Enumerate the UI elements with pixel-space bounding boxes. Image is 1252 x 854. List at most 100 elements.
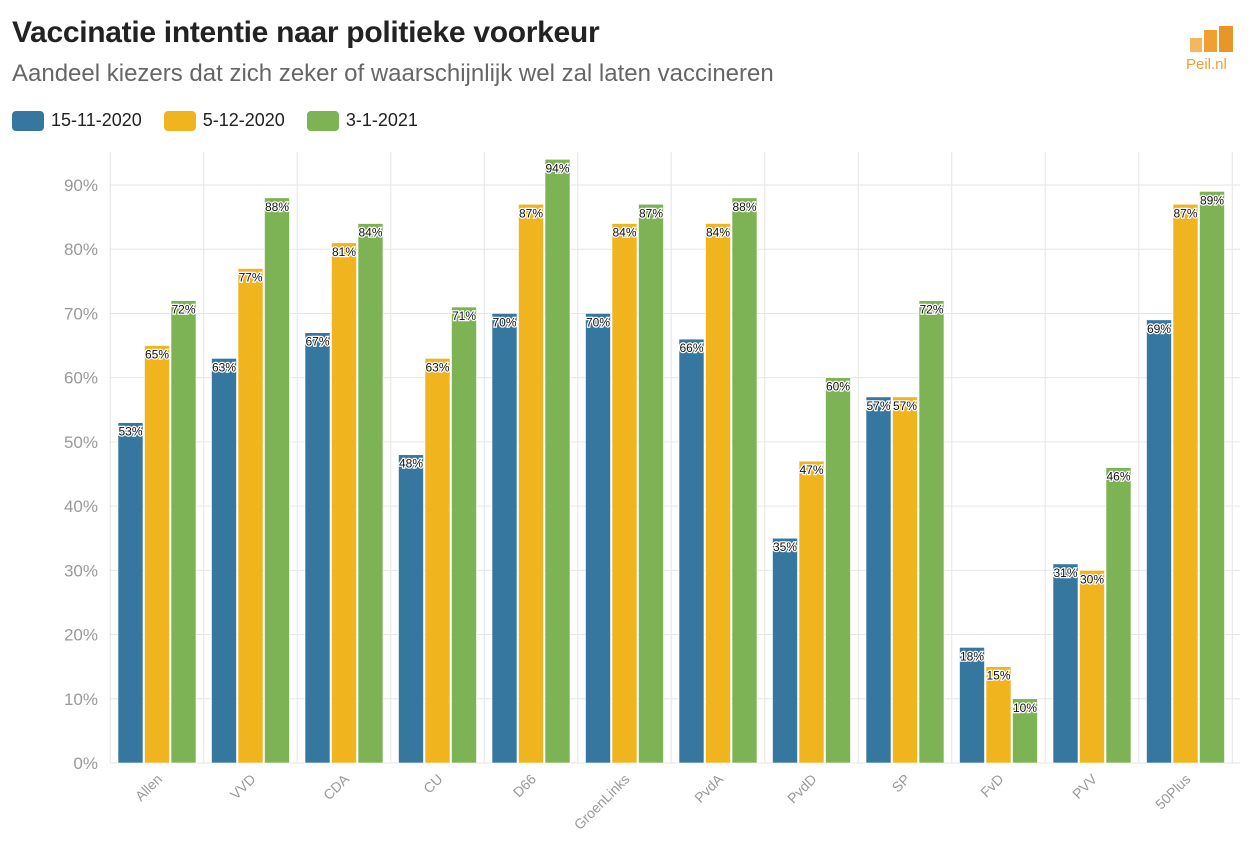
bar-data-label: 31% [1053,566,1077,580]
bar[interactable] [1199,191,1225,764]
bar[interactable] [398,454,424,764]
bar[interactable] [1052,563,1079,764]
bar-data-label: 66% [679,341,703,355]
bar[interactable] [264,197,290,764]
chart-legend: 15-11-2020 5-12-2020 3-1-2021 [12,110,440,131]
legend-label-series-2: 5-12-2020 [202,110,285,130]
bar[interactable] [985,666,1012,764]
bar[interactable] [678,338,705,764]
bar[interactable] [825,377,851,764]
y-tick-label: 50% [64,433,98,452]
bar-data-label: 70% [586,315,610,329]
bar[interactable] [518,203,544,764]
bar-data-label: 53% [118,425,142,439]
peil-logo[interactable]: Peil.nl [1186,22,1238,74]
bar-data-label: 60% [826,380,850,394]
bar[interactable] [959,647,985,764]
bar[interactable] [170,300,197,764]
bar-data-label: 67% [305,335,329,349]
bar-data-label: 72% [919,303,943,317]
bar[interactable] [331,242,357,764]
x-tick-label: VVD [227,771,259,803]
bar-data-label: 47% [799,463,823,477]
bar-data-label: 57% [866,399,890,413]
legend-item-series-1[interactable]: 15-11-2020 [12,110,142,131]
bar[interactable] [638,203,664,764]
bar-data-label: 70% [492,315,516,329]
bar-data-label: 87% [519,206,543,220]
bar-data-label: 88% [265,200,289,214]
y-tick-label: 60% [64,369,98,388]
bar[interactable] [772,537,798,764]
y-tick-label: 90% [64,176,98,195]
legend-swatch-series-1 [12,110,44,131]
bar-data-label: 94% [545,161,569,175]
bar-data-label: 10% [1013,701,1037,715]
bar-data-label: 87% [639,206,663,220]
bar[interactable] [1146,319,1172,764]
x-tick-label: PVV [1069,770,1101,802]
bar[interactable] [1012,698,1038,764]
bar-data-label: 46% [1106,470,1130,484]
x-tick-label: 50Plus [1152,771,1194,813]
y-tick-label: 80% [64,240,98,259]
bar-data-label: 77% [238,270,262,284]
bar[interactable] [424,358,451,764]
x-tick-label: PvdD [784,771,820,807]
x-tick-label: PvdA [691,770,726,805]
bar-data-label: 87% [1173,206,1197,220]
bar[interactable] [892,396,918,764]
chart-title: Vaccinatie intentie naar politieke voork… [12,16,600,49]
bar[interactable] [731,197,758,764]
x-tick-label: FvD [977,771,1006,800]
bar-data-label: 63% [212,360,236,374]
y-tick-label: 70% [64,304,98,323]
bar-data-label: 65% [145,348,169,362]
x-tick-label: Allen [132,771,165,804]
bar-data-label: 57% [893,399,917,413]
bar[interactable] [304,332,331,764]
legend-label-series-3: 3-1-2021 [345,110,418,130]
y-tick-label: 20% [64,626,98,645]
bar-data-label: 18% [960,649,984,663]
bar[interactable] [918,300,945,764]
legend-item-series-2[interactable]: 5-12-2020 [163,110,285,131]
bar[interactable] [1105,467,1132,764]
bar-data-label: 88% [732,200,756,214]
bar[interactable] [585,313,611,764]
bar[interactable] [237,268,264,764]
bar[interactable] [117,422,144,764]
bar[interactable] [865,396,892,764]
bar-data-label: 84% [706,226,730,240]
bar-data-label: 69% [1147,322,1171,336]
bar[interactable] [544,159,571,764]
bar-data-label: 30% [1080,572,1104,586]
bar[interactable] [451,306,477,764]
chart-subtitle: Aandeel kiezers dat zich zeker of waarsc… [12,60,774,87]
bar-data-label: 84% [358,226,382,240]
bar[interactable] [357,223,384,764]
x-tick-label: SP [889,771,914,796]
x-tick-label: CU [420,771,446,797]
bar[interactable] [211,358,237,764]
bar[interactable] [798,460,825,764]
bar-data-label: 15% [986,669,1010,683]
bar-data-label: 84% [612,226,636,240]
bar[interactable] [1079,570,1105,764]
x-tick-label: D66 [510,771,540,801]
legend-item-series-3[interactable]: 3-1-2021 [306,110,418,131]
bar[interactable] [491,313,518,764]
bar[interactable] [611,223,638,764]
bar-data-label: 48% [399,457,423,471]
bar[interactable] [144,345,170,764]
bar-data-label: 72% [171,303,195,317]
bar[interactable] [1172,203,1199,764]
bar-data-label: 35% [773,540,797,554]
bar[interactable] [705,223,731,764]
bar-data-label: 81% [332,245,356,259]
y-tick-label: 30% [64,561,98,580]
bar-data-label: 89% [1200,193,1224,207]
legend-swatch-series-2 [163,110,196,131]
bar-chart-logo-icon [1190,26,1233,52]
legend-swatch-series-3 [306,110,339,131]
